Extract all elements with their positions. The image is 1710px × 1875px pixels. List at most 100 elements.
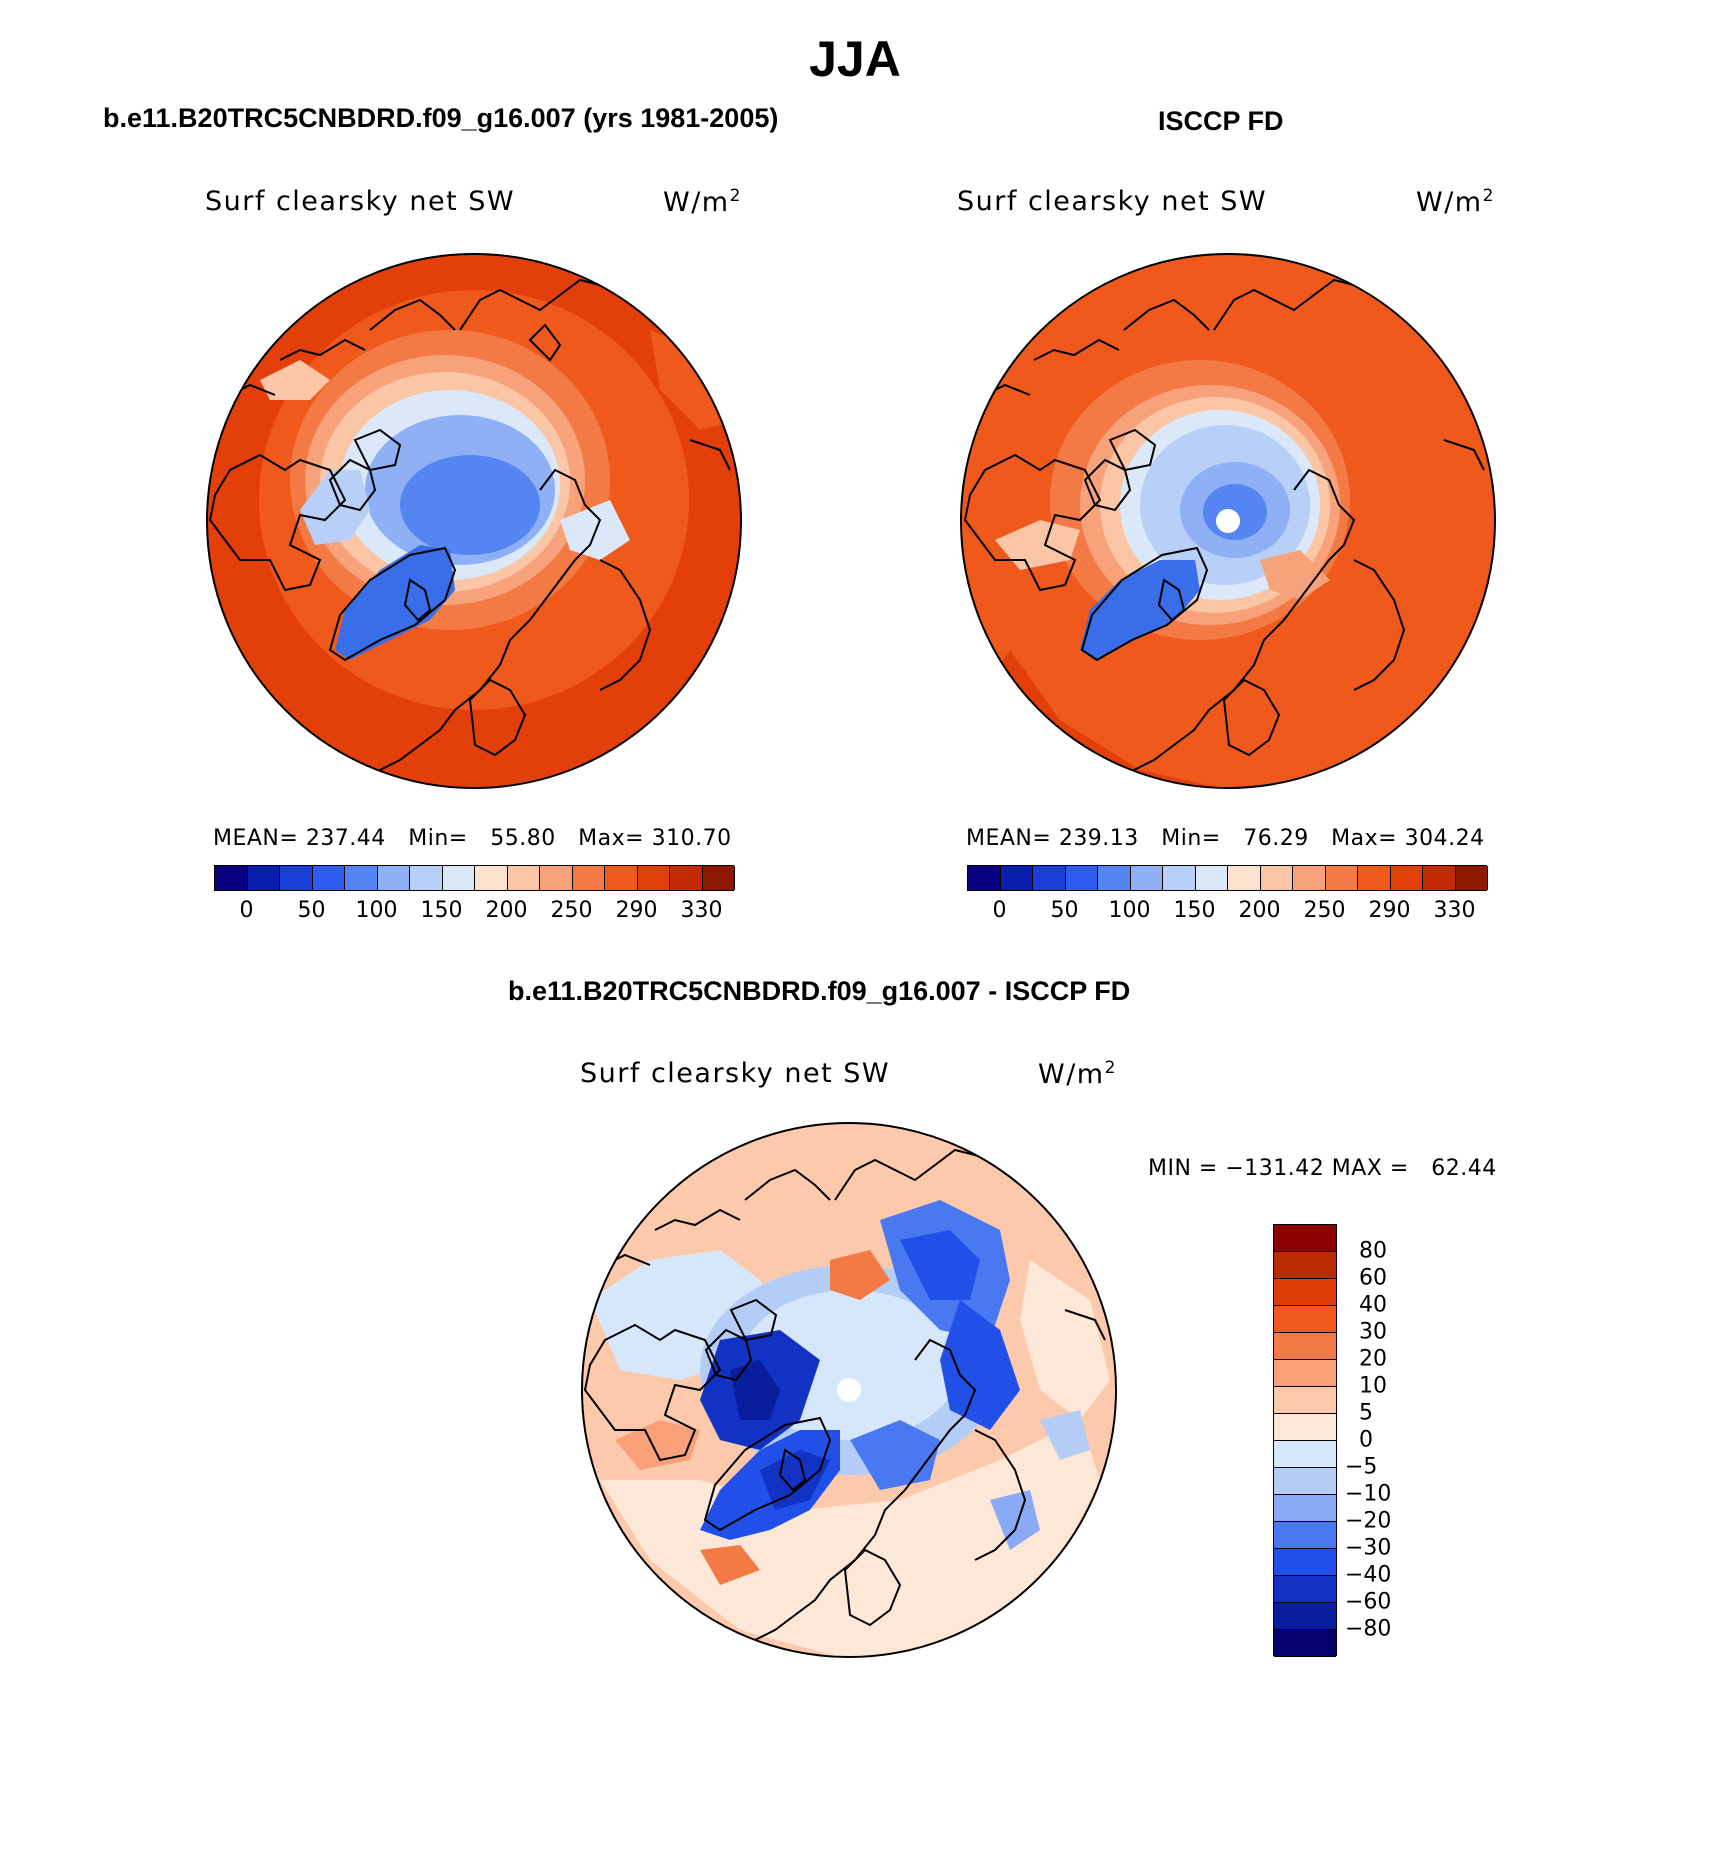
colorbar-model-swatch	[507, 866, 540, 890]
colorbar-diff-tick-label: 40	[1359, 1292, 1387, 1318]
colorbar-model-tick-label: 330	[680, 898, 723, 923]
colorbar-obs-tick-label: 50	[1050, 898, 1079, 923]
colorbar-obs-swatch	[1195, 866, 1228, 890]
colorbar-model-tick-label: 50	[297, 898, 326, 923]
colorbar-model-swatch	[670, 866, 703, 890]
colorbar-obs-swatch	[1098, 866, 1131, 890]
colorbar-obs-swatch	[1065, 866, 1098, 890]
colorbar-obs-tick-label: 100	[1108, 898, 1151, 923]
panel-model-heading: b.e11.B20TRC5CNBDRD.f09_g16.007 (yrs 198…	[103, 103, 779, 133]
colorbar-diff-swatch	[1274, 1360, 1336, 1387]
colorbar-obs-tick-label: 330	[1433, 898, 1476, 923]
colorbar-diff-swatch	[1274, 1306, 1336, 1333]
colorbar-obs-swatch	[968, 866, 1001, 890]
colorbar-model	[214, 865, 735, 891]
colorbar-model-tick-label: 200	[485, 898, 528, 923]
map-diff-field	[582, 1123, 1116, 1657]
colorbar-diff-tick-label: 20	[1359, 1346, 1387, 1372]
colorbar-obs-swatch	[1455, 866, 1488, 890]
colorbar-diff	[1273, 1224, 1337, 1657]
map-obs-missing-pole	[1216, 509, 1240, 533]
colorbar-model-ticks: 0 50 100 150 200 250 290 330	[214, 898, 734, 928]
panel-obs-variable: Surf clearsky net SW	[957, 186, 1268, 217]
colorbar-model-swatch	[410, 866, 443, 890]
panel-model-units: W/m2	[663, 186, 742, 218]
colorbar-model-tick-label: 290	[615, 898, 658, 923]
colorbar-obs	[967, 865, 1488, 891]
panel-obs-stats: MEAN= 239.13 Min= 76.29 Max= 304.24	[966, 826, 1485, 851]
colorbar-diff-tick-label: −20	[1345, 1508, 1392, 1534]
map-obs-coastlines	[963, 278, 1485, 781]
colorbar-obs-tick-label: 250	[1303, 898, 1346, 923]
colorbar-model-swatch	[540, 866, 573, 890]
colorbar-obs-swatch	[1293, 866, 1326, 890]
map-diff-outline	[581, 1122, 1117, 1658]
colorbar-diff-tick-label: 10	[1359, 1373, 1387, 1399]
colorbar-diff-swatch	[1274, 1279, 1336, 1306]
colorbar-obs-swatch	[1163, 866, 1196, 890]
panel-model-stats: MEAN= 237.44 Min= 55.80 Max= 310.70	[213, 826, 732, 851]
colorbar-model-swatch	[637, 866, 670, 890]
colorbar-diff-tick-label: 30	[1359, 1319, 1387, 1345]
colorbar-diff-tick-label: −40	[1345, 1562, 1392, 1588]
colorbar-obs-swatch	[1260, 866, 1293, 890]
colorbar-model-swatch	[572, 866, 605, 890]
colorbar-obs-tick-label: 200	[1238, 898, 1281, 923]
colorbar-obs-tick-label: 290	[1368, 898, 1411, 923]
colorbar-obs-swatch	[1130, 866, 1163, 890]
colorbar-model-tick-label: 150	[420, 898, 463, 923]
panel-diff-stats: MIN = −131.42 MAX = 62.44	[1148, 1156, 1497, 1181]
colorbar-model-swatch	[475, 866, 508, 890]
panel-diff-variable: Surf clearsky net SW	[580, 1058, 891, 1089]
panel-model-variable: Surf clearsky net SW	[205, 186, 516, 217]
colorbar-diff-swatch	[1274, 1522, 1336, 1549]
map-model-field	[207, 254, 741, 788]
colorbar-diff-tick-label: 5	[1359, 1400, 1373, 1426]
colorbar-obs-tick-label: 150	[1173, 898, 1216, 923]
colorbar-model-swatch	[215, 866, 248, 890]
colorbar-diff-tick-label: −80	[1345, 1616, 1392, 1642]
colorbar-diff-swatch	[1274, 1576, 1336, 1603]
colorbar-diff-swatch	[1274, 1468, 1336, 1495]
panel-obs-units: W/m2	[1416, 186, 1495, 218]
colorbar-diff-tick-label: 0	[1359, 1427, 1373, 1453]
colorbar-diff-swatch	[1274, 1252, 1336, 1279]
colorbar-diff-swatch	[1274, 1387, 1336, 1414]
colorbar-model-swatch	[345, 866, 378, 890]
colorbar-obs-swatch	[1358, 866, 1391, 890]
colorbar-model-swatch	[312, 866, 345, 890]
colorbar-diff-tick-label: −60	[1345, 1589, 1392, 1615]
colorbar-model-swatch	[280, 866, 313, 890]
colorbar-diff-swatch	[1274, 1549, 1336, 1576]
colorbar-diff-tick-label: −10	[1345, 1481, 1392, 1507]
colorbar-obs-swatch	[1033, 866, 1066, 890]
colorbar-model-tick-label: 100	[355, 898, 398, 923]
panel-obs-heading: ISCCP FD	[1158, 106, 1284, 136]
colorbar-model-swatch	[702, 866, 735, 890]
map-obs-outline	[960, 253, 1496, 789]
colorbar-obs-swatch	[1390, 866, 1423, 890]
map-diff-coastlines	[583, 1148, 1106, 1657]
map-diff-missing-pole	[837, 1378, 861, 1402]
colorbar-obs-swatch	[1000, 866, 1033, 890]
map-model-coastlines	[208, 278, 731, 788]
map-obs-field	[961, 254, 1495, 788]
colorbar-diff-tick-label: −30	[1345, 1535, 1392, 1561]
colorbar-diff-swatch	[1274, 1333, 1336, 1360]
colorbar-model-swatch	[377, 866, 410, 890]
colorbar-model-tick-label: 0	[239, 898, 254, 923]
colorbar-model-tick-label: 250	[550, 898, 593, 923]
colorbar-obs-swatch	[1325, 866, 1358, 890]
colorbar-obs-swatch	[1423, 866, 1456, 890]
colorbar-model-swatch	[605, 866, 638, 890]
colorbar-diff-swatch	[1274, 1630, 1336, 1657]
colorbar-obs-swatch	[1228, 866, 1261, 890]
colorbar-diff-tick-label: 60	[1359, 1265, 1387, 1291]
colorbar-diff-swatch	[1274, 1441, 1336, 1468]
colorbar-diff-swatch	[1274, 1225, 1336, 1252]
colorbar-diff-ticks: 80 60 40 30 20 10 5 0 −5 −10 −20 −30 −40 −60 −80	[1345, 1224, 1425, 1656]
colorbar-model-swatch	[247, 866, 280, 890]
colorbar-diff-swatch	[1274, 1495, 1336, 1522]
panel-diff-units: W/m2	[1038, 1058, 1117, 1090]
